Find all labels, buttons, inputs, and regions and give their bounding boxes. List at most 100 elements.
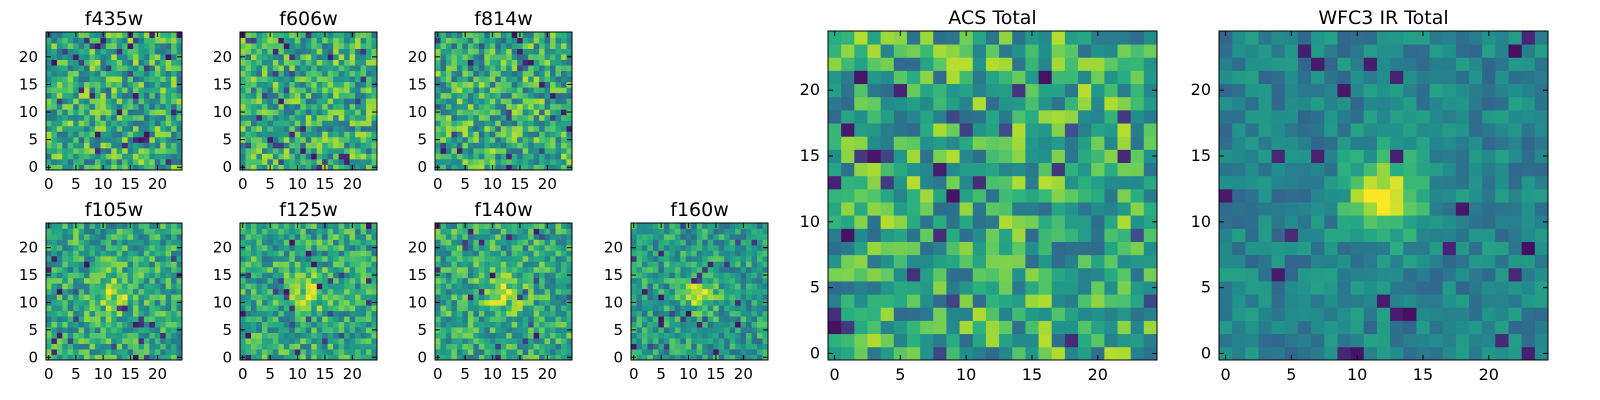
heatmap-cell — [533, 43, 540, 49]
heatmap-cell — [366, 299, 372, 306]
heatmap-cell — [740, 277, 747, 284]
heatmap-cell — [762, 349, 769, 355]
heatmap-cell — [349, 109, 356, 116]
heatmap-cell — [517, 98, 524, 105]
x-tick-label: 10 — [288, 175, 307, 193]
heatmap-cell — [360, 32, 367, 38]
heatmap-cell — [46, 288, 52, 295]
heatmap-cell — [294, 244, 301, 251]
heatmap-cell — [78, 277, 85, 284]
heatmap-cell — [355, 87, 361, 94]
heatmap-cell — [143, 294, 150, 301]
heatmap-cell — [467, 349, 474, 355]
heatmap-cell — [631, 310, 637, 317]
heatmap-cell — [522, 343, 529, 350]
heatmap-cell — [702, 354, 709, 361]
heatmap-cell — [972, 333, 987, 348]
heatmap-cell — [500, 153, 507, 160]
heatmap-cell — [67, 54, 74, 60]
heatmap-cell — [62, 76, 69, 83]
heatmap-cell — [467, 59, 474, 66]
heatmap-cell — [105, 321, 112, 328]
heatmap-cell — [735, 338, 741, 344]
heatmap-cell — [278, 261, 285, 268]
heatmap-cell — [1051, 254, 1066, 269]
heatmap-cell — [62, 250, 69, 257]
heatmap-cell — [663, 228, 670, 235]
heatmap-cell — [484, 332, 491, 339]
heatmap-cell — [51, 125, 58, 132]
heatmap-cell — [500, 48, 507, 55]
heatmap-cell — [500, 266, 507, 273]
heatmap-cell — [533, 316, 540, 323]
heatmap-cell — [138, 54, 145, 60]
heatmap-cell — [344, 266, 350, 273]
heatmap-cell — [489, 59, 496, 66]
heatmap-cell — [100, 266, 107, 273]
heatmap-cell — [250, 65, 257, 72]
heatmap-cell — [89, 164, 96, 171]
heatmap-cell — [46, 43, 52, 49]
heatmap-cell — [691, 233, 698, 240]
heatmap-cell — [261, 125, 268, 132]
heatmap-cell — [757, 299, 763, 306]
heatmap-cell — [62, 228, 69, 235]
heatmap-cell — [165, 261, 172, 268]
heatmap-cell — [555, 288, 562, 295]
heatmap-cell — [322, 81, 329, 88]
heatmap-cell — [338, 70, 345, 77]
heatmap-cell — [920, 188, 934, 203]
heatmap-cell — [641, 228, 648, 235]
heatmap-cell — [127, 310, 134, 317]
heatmap-cell — [440, 98, 447, 105]
heatmap-cell — [143, 223, 150, 229]
heatmap-cell — [149, 81, 156, 88]
heatmap-cell — [533, 81, 540, 88]
heatmap-cell — [143, 164, 150, 171]
heatmap-cell — [456, 92, 463, 99]
heatmap-cell — [171, 37, 177, 44]
heatmap-cell — [360, 288, 367, 295]
heatmap-cell — [73, 125, 80, 132]
heatmap-cell — [305, 272, 312, 279]
heatmap-cell — [1025, 333, 1039, 348]
heatmap-cell — [245, 223, 252, 229]
heatmap-cell — [724, 305, 731, 312]
heatmap-cell — [462, 65, 469, 72]
heatmap-cell — [94, 223, 101, 229]
heatmap-cell — [278, 233, 285, 240]
heatmap-cell — [561, 310, 567, 317]
heatmap-cell — [327, 54, 334, 60]
heatmap-cell — [680, 327, 687, 333]
heatmap-cell — [133, 349, 139, 355]
heatmap-cell — [522, 327, 529, 333]
heatmap-cell — [344, 76, 350, 83]
heatmap-cell — [751, 266, 758, 273]
heatmap-cell — [517, 103, 524, 110]
heatmap-cell — [702, 277, 709, 284]
heatmap-cell — [62, 32, 69, 38]
heatmap-cell — [355, 266, 361, 273]
heatmap-cell — [456, 98, 463, 105]
heatmap-cell — [305, 338, 312, 344]
heatmap-cell — [456, 147, 463, 154]
heatmap-cell — [366, 37, 372, 44]
heatmap-cell — [67, 153, 74, 160]
heatmap-cell — [322, 103, 329, 110]
heatmap-cell — [636, 250, 643, 257]
heatmap-cell — [522, 92, 529, 99]
heatmap-cell — [46, 261, 52, 268]
heatmap-cell — [143, 109, 150, 116]
heatmap-cell — [762, 332, 769, 339]
heatmap-cell — [344, 283, 350, 290]
heatmap-cell — [165, 338, 172, 344]
heatmap-cell — [933, 307, 947, 321]
heatmap-cell — [691, 277, 698, 284]
heatmap-cell — [762, 283, 769, 290]
heatmap-cell — [171, 294, 177, 301]
heatmap-cell — [511, 109, 518, 116]
heatmap-cell — [489, 228, 496, 235]
heatmap-cell — [522, 266, 529, 273]
heatmap-cell — [100, 228, 107, 235]
